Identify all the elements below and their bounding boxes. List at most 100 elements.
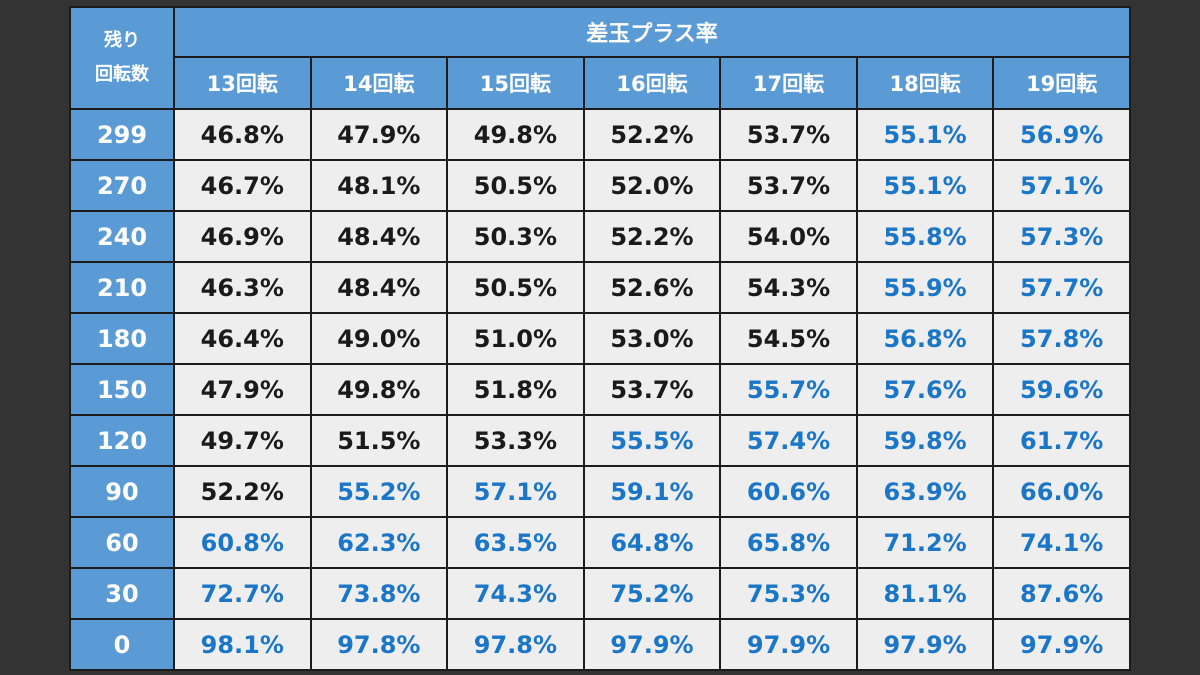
table-cell: 53.3% [446,414,585,467]
table-cell: 52.6% [582,261,722,314]
column-header: 17回転 [719,56,858,110]
table-cell: 57.1% [992,159,1131,212]
table-row: 0 98.1% 97.8% 97.8% 97.9% 97.9% 97.9% 97.9% [69,618,1131,671]
table-cell: 51.8% [446,363,585,416]
column-header: 18回転 [855,56,995,110]
group-header: 差玉プラス率 [173,6,1131,58]
table-cell: 55.7% [719,363,858,416]
table-body: 299 46.8% 47.9% 49.8% 52.2% 53.7% 55.1% 56.9% 27… [69,108,1131,671]
table-cell: 54.3% [719,261,858,314]
column-header: 15回転 [446,56,585,110]
table-cell: 46.4% [173,312,312,365]
table-cell: 97.9% [582,618,722,671]
corner-header-line2: 回転数 [95,64,149,85]
table-cell: 46.3% [173,261,312,314]
row-header: 60 [69,516,175,569]
corner-header: 残り 回転数 [69,6,175,110]
table-cell: 55.9% [855,261,995,314]
table-cell: 64.8% [582,516,722,569]
table-cell: 52.0% [582,159,722,212]
table-cell: 55.5% [582,414,722,467]
table-cell: 97.8% [309,618,449,671]
row-header: 30 [69,567,175,620]
corner-header-line1: 残り [104,30,140,51]
table-cell: 47.9% [173,363,312,416]
row-header: 150 [69,363,175,416]
table-cell: 62.3% [309,516,449,569]
table-cell: 74.3% [446,567,585,620]
table-cell: 74.1% [992,516,1131,569]
row-header: 210 [69,261,175,314]
plus-rate-table: 残り 回転数 差玉プラス率 13回転 14回転 15回転 16回転 17回転 18回転 19… [69,6,1131,671]
table-row: 180 46.4% 49.0% 51.0% 53.0% 54.5% 56.8% 57.8% [69,312,1131,365]
table-cell: 55.2% [309,465,449,518]
column-header: 14回転 [309,56,449,110]
table-cell: 56.9% [992,108,1131,161]
table-cell: 49.8% [309,363,449,416]
table-cell: 87.6% [992,567,1131,620]
table-cell: 49.0% [309,312,449,365]
table-cell: 57.4% [719,414,858,467]
table-cell: 72.7% [173,567,312,620]
row-header: 120 [69,414,175,467]
table-row: 299 46.8% 47.9% 49.8% 52.2% 53.7% 55.1% 56.9% [69,108,1131,161]
table-cell: 47.9% [309,108,449,161]
table-row: 60 60.8% 62.3% 63.5% 64.8% 65.8% 71.2% 74.1% [69,516,1131,569]
table-cell: 59.1% [582,465,722,518]
table-cell: 97.9% [855,618,995,671]
column-header: 19回転 [992,56,1131,110]
row-header: 90 [69,465,175,518]
table-cell: 59.8% [855,414,995,467]
table-cell: 54.0% [719,210,858,263]
plus-rate-table-container: 残り 回転数 差玉プラス率 13回転 14回転 15回転 16回転 17回転 18回転 19… [69,6,1131,671]
table-cell: 55.1% [855,159,995,212]
column-header: 13回転 [173,56,312,110]
table-row: 30 72.7% 73.8% 74.3% 75.2% 75.3% 81.1% 87.6% [69,567,1131,620]
table-cell: 50.5% [446,159,585,212]
table-cell: 50.3% [446,210,585,263]
table-cell: 61.7% [992,414,1131,467]
table-cell: 81.1% [855,567,995,620]
table-cell: 48.4% [309,261,449,314]
table-cell: 71.2% [855,516,995,569]
table-cell: 66.0% [992,465,1131,518]
table-cell: 52.2% [582,108,722,161]
table-cell: 75.2% [582,567,722,620]
table-cell: 59.6% [992,363,1131,416]
column-header-row: 13回転 14回転 15回転 16回転 17回転 18回転 19回転 [70,56,1131,110]
table-cell: 53.7% [719,159,858,212]
table-cell: 75.3% [719,567,858,620]
table-cell: 54.5% [719,312,858,365]
table-cell: 48.4% [309,210,449,263]
table-cell: 56.8% [855,312,995,365]
column-header: 16回転 [582,56,722,110]
table-cell: 49.7% [173,414,312,467]
table-cell: 49.8% [446,108,585,161]
row-header: 299 [69,108,175,161]
row-header: 240 [69,210,175,263]
table-row: 150 47.9% 49.8% 51.8% 53.7% 55.7% 57.6% 59.6% [69,363,1131,416]
table-cell: 46.9% [173,210,312,263]
table-cell: 65.8% [719,516,858,569]
table-cell: 97.9% [719,618,858,671]
table-cell: 97.8% [446,618,585,671]
table-cell: 57.8% [992,312,1131,365]
table-cell: 51.0% [446,312,585,365]
table-row: 120 49.7% 51.5% 53.3% 55.5% 57.4% 59.8% 61.7% [69,414,1131,467]
table-cell: 46.7% [173,159,312,212]
table-cell: 57.3% [992,210,1131,263]
table-cell: 73.8% [309,567,449,620]
table-cell: 57.7% [992,261,1131,314]
table-cell: 48.1% [309,159,449,212]
table-row: 210 46.3% 48.4% 50.5% 52.6% 54.3% 55.9% 57.7% [69,261,1131,314]
table-cell: 52.2% [582,210,722,263]
table-cell: 46.8% [173,108,312,161]
table-cell: 55.1% [855,108,995,161]
table-cell: 52.2% [173,465,312,518]
table-cell: 50.5% [446,261,585,314]
row-header: 270 [69,159,175,212]
table-cell: 53.7% [582,363,722,416]
table-cell: 53.0% [582,312,722,365]
table-cell: 57.1% [446,465,585,518]
table-row: 240 46.9% 48.4% 50.3% 52.2% 54.0% 55.8% 57.3% [69,210,1131,263]
